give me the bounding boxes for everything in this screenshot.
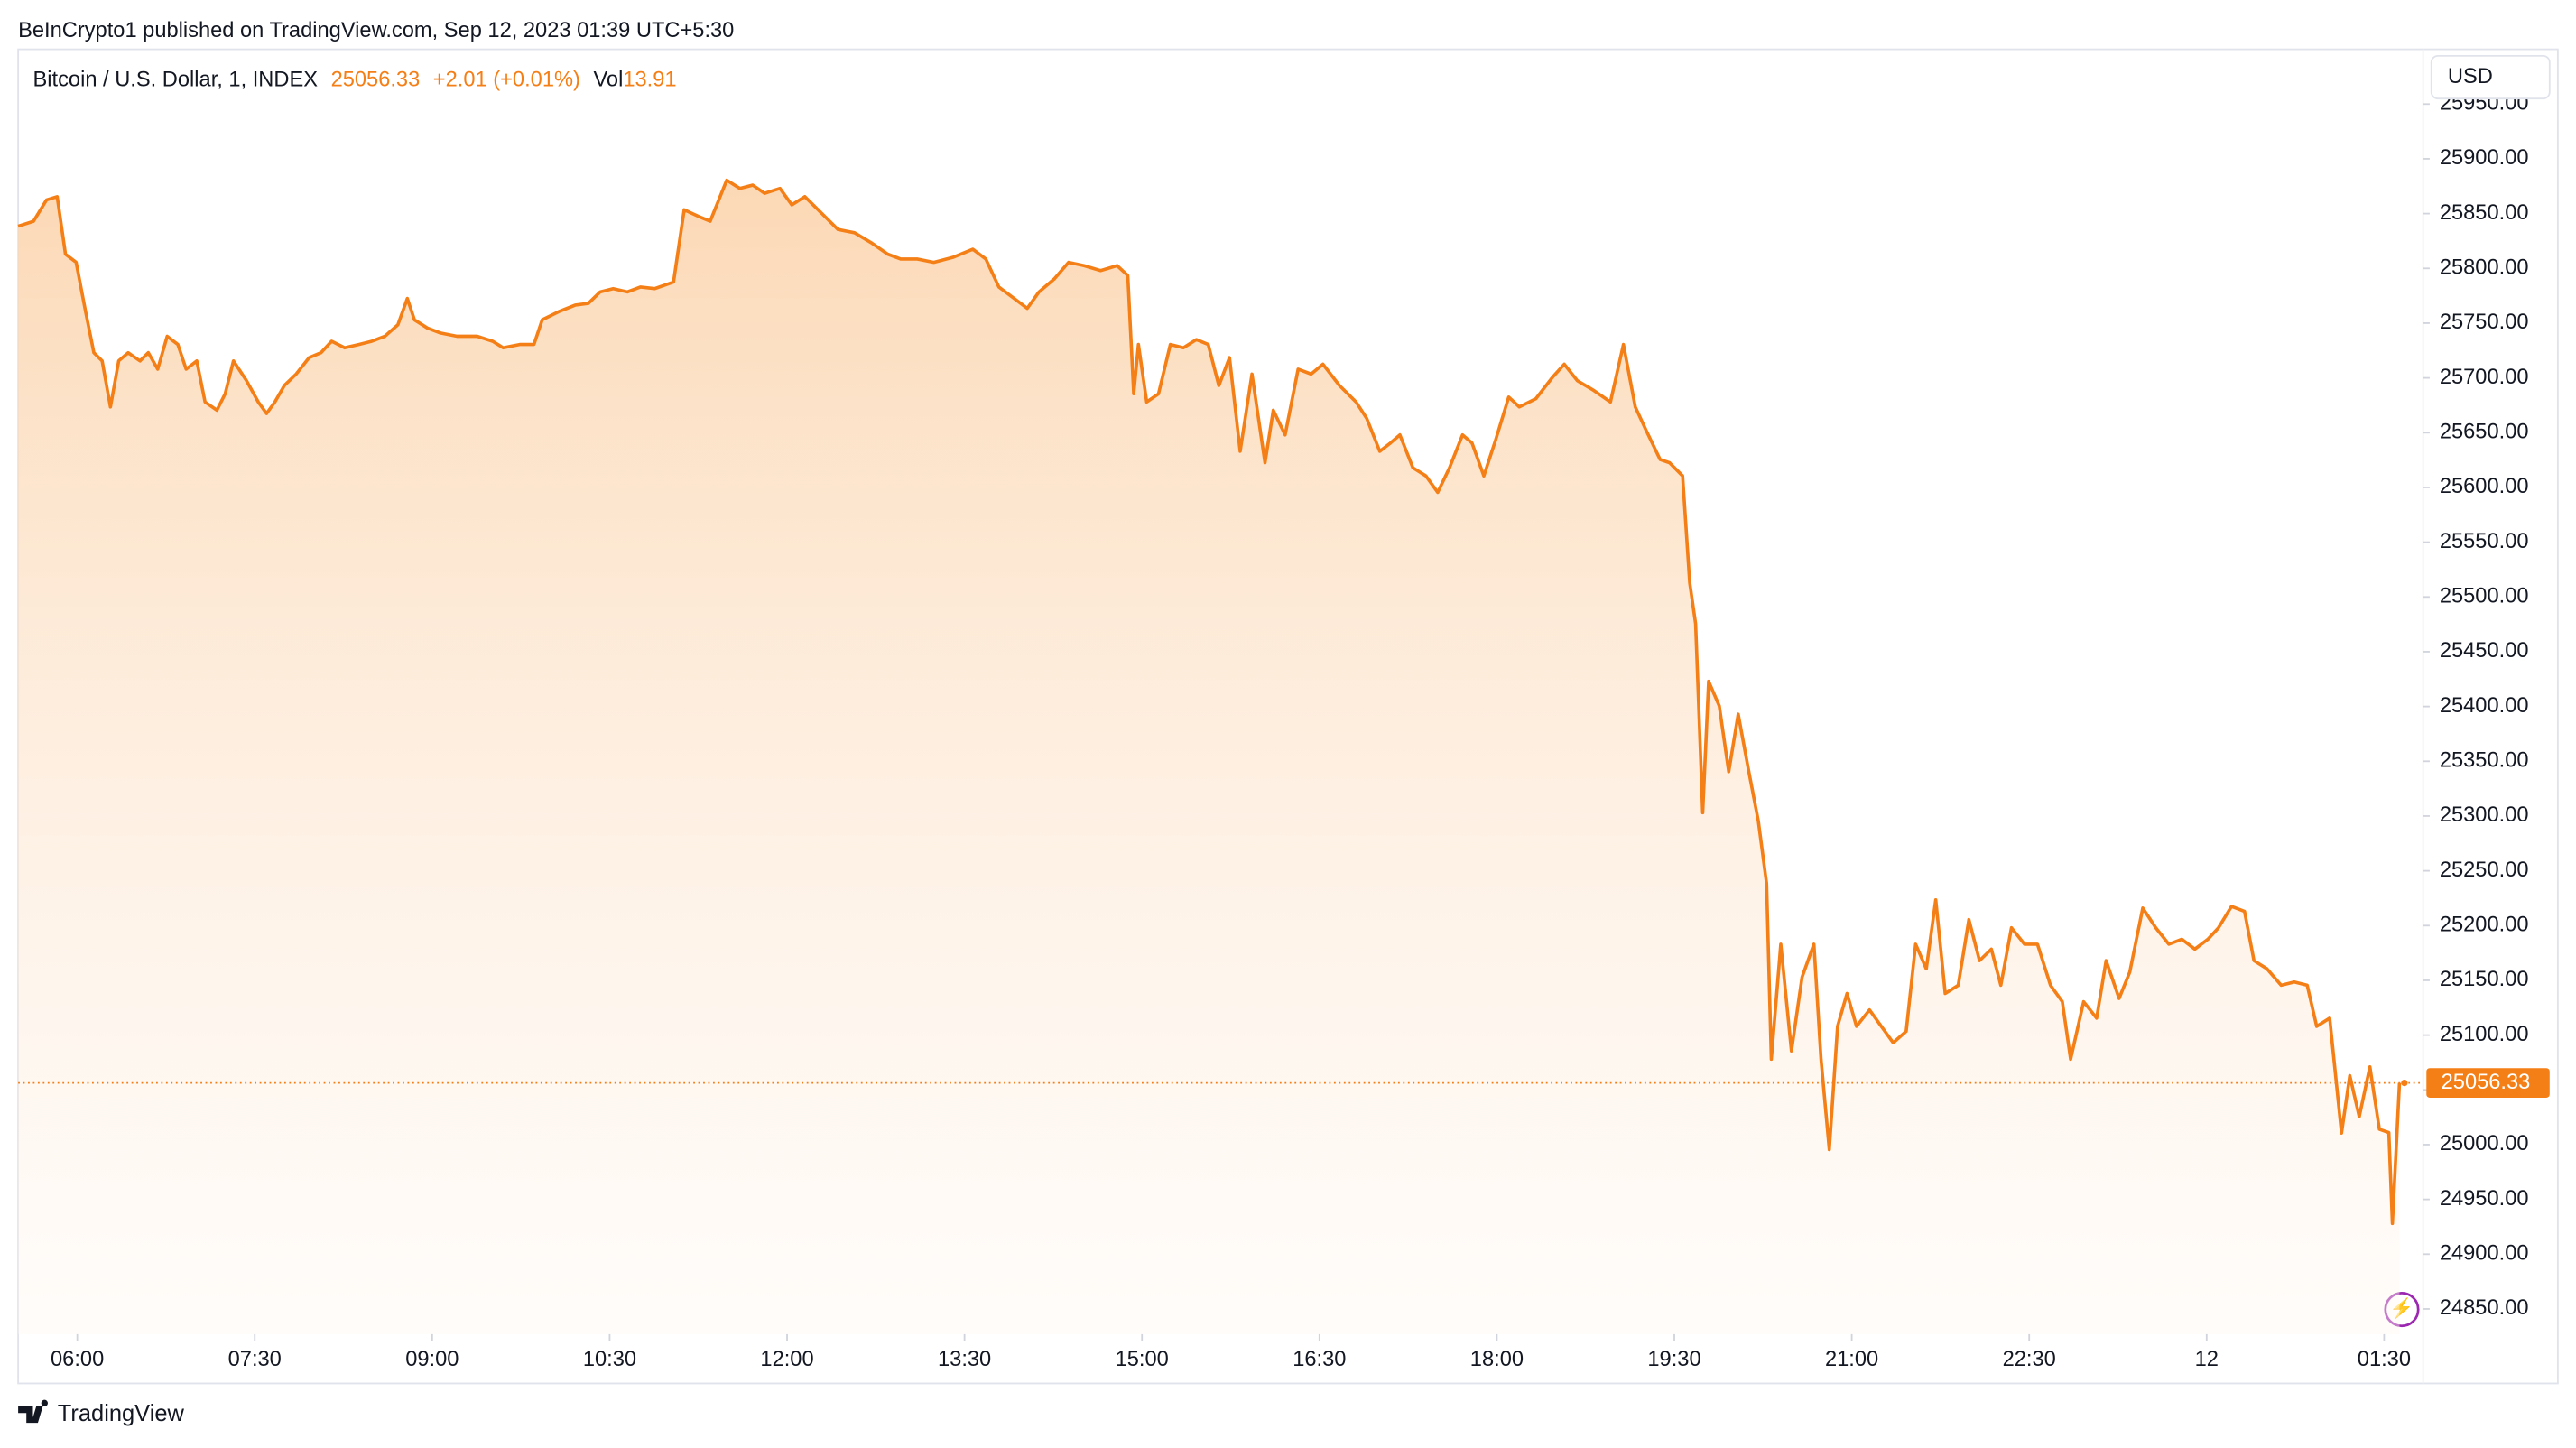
y-tick-label: 25600.00	[2440, 475, 2529, 498]
x-tick-label: 19:30	[1647, 1348, 1700, 1371]
y-tick-label: 25900.00	[2440, 146, 2529, 170]
y-tick-label: 25550.00	[2440, 530, 2529, 553]
x-tick-label: 15:00	[1116, 1348, 1169, 1371]
y-tick-label: 25100.00	[2440, 1023, 2529, 1046]
x-tick-label: 18:00	[1470, 1348, 1524, 1371]
x-tick-label: 16:30	[1293, 1348, 1346, 1371]
x-tick-label: 01:30	[2358, 1348, 2411, 1371]
y-tick-label: 25750.00	[2440, 311, 2529, 334]
area-fill	[18, 180, 2400, 1334]
y-tick-label: 25500.00	[2440, 585, 2529, 608]
x-tick-label: 13:30	[938, 1348, 991, 1371]
y-tick-label: 25000.00	[2440, 1132, 2529, 1156]
x-tick-label: 06:00	[51, 1348, 104, 1371]
y-tick-label: 25200.00	[2440, 914, 2529, 937]
y-tick-label: 25150.00	[2440, 968, 2529, 991]
legend-item: 25056.33	[331, 68, 421, 91]
publisher: BeInCrypto1 published on TradingView.com…	[18, 19, 734, 42]
x-tick-label: 21:00	[1825, 1348, 1878, 1371]
legend-item: +2.01 (+0.01%)	[433, 68, 580, 91]
x-tick-label: 22:30	[2003, 1348, 2056, 1371]
y-tick-label: 25350.00	[2440, 749, 2529, 773]
legend-item: Vol	[593, 68, 623, 91]
x-tick-label: 09:00	[405, 1348, 459, 1371]
legend-item: 13.91	[623, 68, 676, 91]
currency-button	[2430, 54, 2551, 100]
currency-label: USD	[2448, 65, 2493, 88]
x-tick-label: 07:30	[228, 1348, 282, 1371]
y-tick-label: 24850.00	[2440, 1296, 2529, 1320]
x-tick-label: 12	[2195, 1348, 2219, 1371]
y-tick-label: 25850.00	[2440, 201, 2529, 225]
x-tick-label: 12:00	[760, 1348, 813, 1371]
y-tick-label: 24950.00	[2440, 1187, 2529, 1211]
legend: Bitcoin / U.S. Dollar, 1, INDEX 25056.33 +…	[32, 68, 676, 91]
last-price-tag	[2426, 1068, 2550, 1098]
y-tick-label: 25300.00	[2440, 803, 2529, 827]
price-line	[17, 178, 2402, 1226]
brand-name: TradingView	[58, 1401, 185, 1426]
y-tick-label: 25450.00	[2440, 639, 2529, 663]
y-tick-label: 24900.00	[2440, 1242, 2529, 1266]
x-tick-label: 10:30	[583, 1348, 636, 1371]
brand-logo	[18, 1399, 48, 1424]
y-tick-label: 25800.00	[2440, 256, 2529, 280]
y-tick-label: 25400.00	[2440, 694, 2529, 718]
brand: TradingView	[18, 1399, 185, 1426]
last-price-label: 25056.33	[2442, 1071, 2531, 1094]
y-tick-label: 25700.00	[2440, 366, 2529, 389]
y-tick-label: 25250.00	[2440, 859, 2529, 882]
legend-item: Bitcoin / U.S. Dollar, 1, INDEX	[32, 68, 318, 91]
y-tick-label: 25650.00	[2440, 421, 2529, 444]
